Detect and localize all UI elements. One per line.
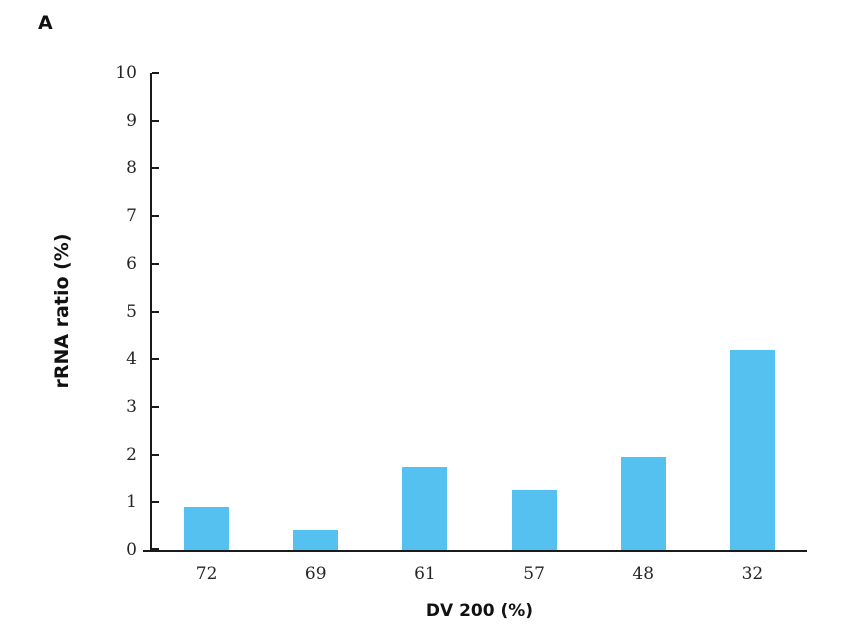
y-tick-label: 2	[126, 444, 137, 465]
y-tick	[152, 262, 159, 265]
bar	[511, 490, 557, 550]
y-tick-label: 6	[126, 253, 137, 274]
y-tick	[152, 72, 159, 74]
y-tick-label: 9	[126, 110, 137, 131]
y-tick-label: 4	[126, 349, 137, 370]
y-tick-label: 5	[126, 301, 137, 322]
bar	[293, 529, 339, 550]
x-tick-label: 48	[632, 564, 655, 584]
y-axis-tick-labels: 0 1 2 3 4 5 6 7 8 9 10	[0, 63, 137, 560]
y-tick	[152, 358, 159, 361]
y-tick-label: 8	[126, 158, 137, 179]
y-tick	[152, 548, 159, 550]
x-tick-label: 32	[741, 564, 764, 584]
y-tick	[152, 453, 159, 456]
x-axis-title: DV 200 (%)	[425, 601, 534, 621]
x-tick-label: 61	[414, 564, 436, 584]
x-tick-label: 72	[195, 564, 218, 584]
y-tick-label: 0	[126, 540, 137, 560]
origin-tick	[143, 550, 150, 552]
bar	[184, 507, 230, 550]
x-tick-label: 69	[304, 564, 327, 584]
bar	[620, 457, 666, 550]
y-tick-label: 3	[126, 396, 137, 417]
x-tick-label: 57	[523, 564, 545, 584]
bar	[729, 349, 775, 550]
y-tick-label: 10	[115, 63, 137, 83]
panel-label: A	[38, 12, 53, 34]
bar	[402, 467, 448, 550]
y-tick	[152, 310, 159, 313]
y-tick-label: 7	[126, 206, 137, 227]
y-tick	[152, 501, 159, 504]
y-tick	[152, 405, 159, 408]
x-axis-tick-labels: 72 69 61 57 48 32	[152, 562, 807, 586]
y-tick	[152, 215, 159, 218]
y-tick	[152, 119, 159, 122]
y-tick	[152, 167, 159, 170]
y-tick-label: 1	[126, 492, 137, 513]
plot-area	[143, 72, 807, 552]
